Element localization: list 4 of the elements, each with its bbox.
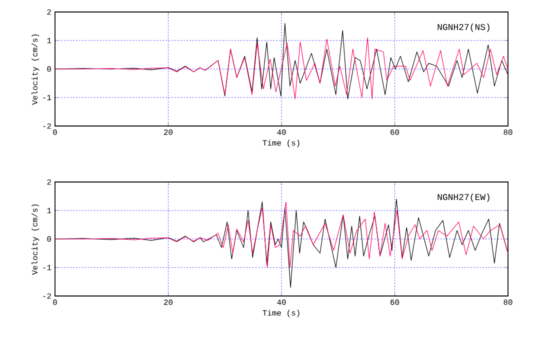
line-series	[55, 37, 508, 100]
annotation: NGNH27(EW)	[438, 194, 490, 202]
annotation: NGNH27(NS)	[438, 24, 490, 32]
line-series	[55, 202, 508, 268]
